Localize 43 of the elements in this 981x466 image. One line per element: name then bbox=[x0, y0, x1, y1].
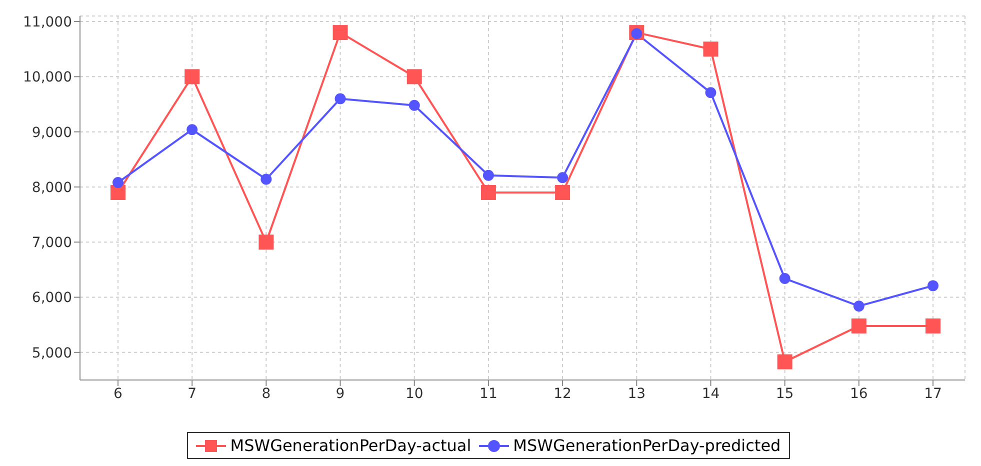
x-tick-label: 8 bbox=[262, 386, 271, 402]
point bbox=[258, 234, 274, 250]
point bbox=[555, 184, 570, 200]
y-tick-label: 11,000 bbox=[23, 14, 72, 30]
point bbox=[926, 318, 940, 334]
legend-label: MSWGenerationPerDay-predicted bbox=[513, 436, 781, 455]
point bbox=[110, 184, 126, 200]
point bbox=[408, 100, 420, 111]
x-tick-label: 6 bbox=[114, 386, 123, 402]
point bbox=[480, 184, 496, 200]
point bbox=[853, 300, 864, 312]
point bbox=[332, 25, 348, 40]
point bbox=[184, 69, 200, 84]
x-tick-label: 9 bbox=[336, 386, 345, 402]
y-tick-label: 5,000 bbox=[32, 345, 72, 362]
point bbox=[777, 354, 792, 370]
point bbox=[779, 273, 790, 284]
point bbox=[851, 318, 866, 334]
point bbox=[406, 69, 422, 84]
y-tick-label: 9,000 bbox=[32, 124, 72, 141]
point bbox=[928, 280, 938, 292]
x-tick-label: 11 bbox=[480, 386, 498, 402]
point bbox=[112, 177, 124, 188]
y-tick-label: 7,000 bbox=[32, 235, 72, 252]
point bbox=[703, 42, 718, 57]
legend-label: MSWGenerationPerDay-actual bbox=[230, 436, 472, 455]
y-tick-label: 8,000 bbox=[32, 180, 72, 196]
x-tick-label: 13 bbox=[628, 386, 646, 402]
y-tick-label: 10,000 bbox=[23, 70, 72, 86]
point bbox=[186, 124, 198, 136]
point bbox=[334, 93, 346, 104]
x-tick-label: 12 bbox=[554, 386, 572, 402]
x-tick-label: 16 bbox=[850, 386, 868, 402]
x-tick-label: 15 bbox=[776, 386, 794, 402]
y-tick-label: 6,000 bbox=[32, 290, 72, 306]
point bbox=[705, 87, 716, 98]
point bbox=[482, 170, 494, 181]
x-tick-label: 7 bbox=[188, 386, 197, 402]
x-tick-label: 10 bbox=[405, 386, 424, 402]
x-tick-label: 14 bbox=[702, 386, 720, 402]
point bbox=[260, 174, 272, 185]
x-tick-label: 17 bbox=[924, 386, 942, 402]
point bbox=[557, 172, 568, 184]
